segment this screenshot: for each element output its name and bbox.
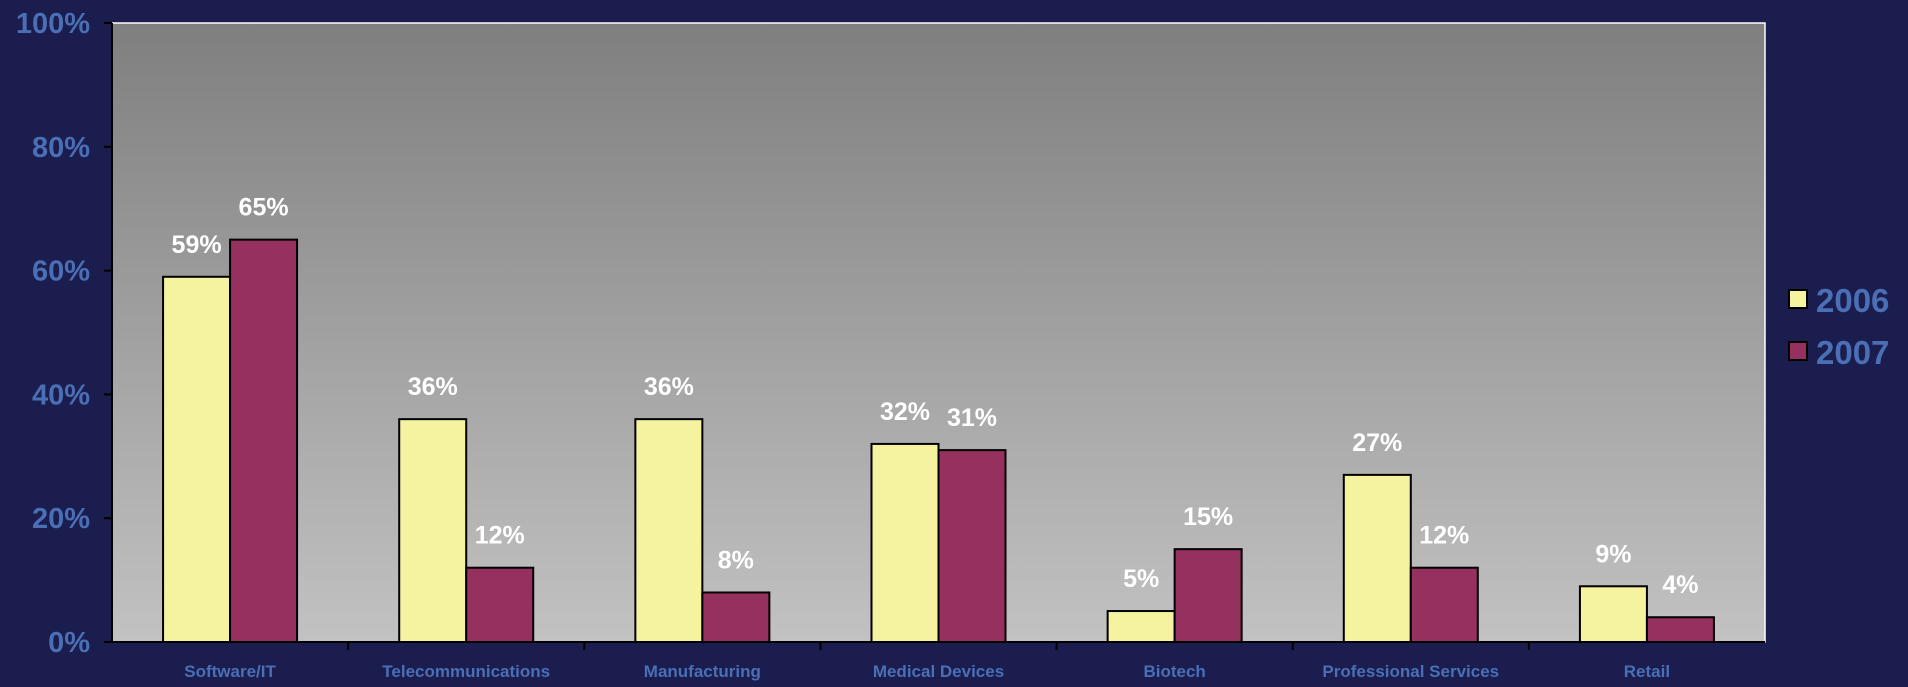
x-tick-label: Medical Devices [873, 662, 1004, 681]
data-label: 32% [880, 398, 930, 426]
data-label: 15% [1183, 503, 1233, 531]
legend-label-2007: 2007 [1816, 334, 1889, 371]
bar-2006-5 [1106, 610, 1176, 643]
bar-2006-6 [1342, 473, 1412, 643]
bar-2006-7 [1578, 585, 1648, 643]
bar-2007-3 [701, 591, 771, 643]
legend-swatch-2007 [1788, 341, 1808, 361]
data-label: 4% [1662, 571, 1698, 599]
bar-2007-1 [229, 238, 299, 643]
x-axis: Software/IT Telecommunications Manufacturi… [112, 641, 1765, 681]
y-tick-label: 60% [32, 256, 90, 288]
y-tick-label: 80% [32, 132, 90, 164]
y-axis: 0% 20% 40% 60% 80% 100% [16, 8, 113, 659]
data-label: 27% [1352, 429, 1402, 457]
data-label: 36% [408, 373, 458, 401]
data-label: 36% [644, 373, 694, 401]
legend: 2006 2007 [1788, 282, 1889, 371]
data-label: 65% [239, 194, 289, 222]
data-label: 8% [718, 546, 754, 574]
bar-2006-2 [398, 418, 468, 643]
data-label: 12% [1419, 522, 1469, 550]
data-labels: 59% 36% 36% 32% 5% 27% 9% 65% 12% 8% 31% 15% 12% 4% [172, 194, 1699, 600]
data-label: 59% [172, 231, 222, 259]
bar-2007-7 [1645, 616, 1715, 643]
legend-label-2006: 2006 [1816, 282, 1889, 319]
data-label: 9% [1595, 540, 1631, 568]
bar-2007-6 [1409, 566, 1479, 643]
x-tick-label: Manufacturing [644, 662, 761, 681]
y-tick-label: 0% [48, 627, 90, 659]
bar-2007-5 [1173, 548, 1243, 644]
data-label: 12% [475, 522, 525, 550]
x-tick-label: Biotech [1143, 662, 1205, 681]
bar-2007-2 [465, 566, 535, 643]
bar-2006-4 [870, 442, 940, 644]
bars [162, 238, 1715, 644]
y-tick-label: 40% [32, 379, 90, 411]
legend-swatch-2006 [1788, 289, 1808, 309]
y-tick-label: 20% [32, 503, 90, 535]
bar-2006-3 [634, 418, 704, 643]
bar-2007-4 [937, 449, 1007, 643]
bar-2006-1 [162, 275, 232, 643]
x-tick-label: Retail [1624, 662, 1670, 681]
x-tick-label: Telecommunications [382, 662, 550, 681]
data-label: 31% [947, 404, 997, 432]
x-tick-label: Professional Services [1322, 662, 1499, 681]
x-tick-label: Software/IT [184, 662, 276, 681]
data-label: 5% [1123, 565, 1159, 593]
y-tick-label: 100% [16, 8, 90, 40]
